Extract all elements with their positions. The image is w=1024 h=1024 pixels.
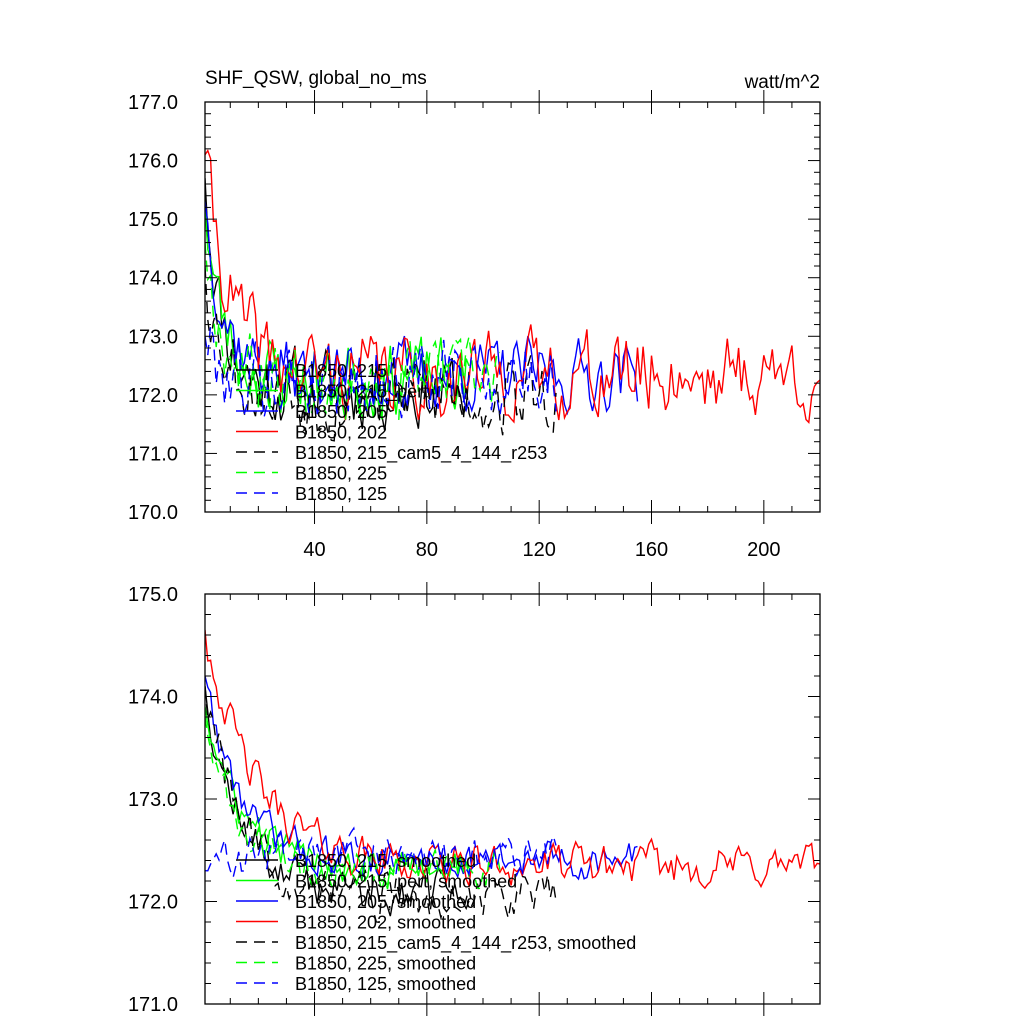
legend-label: B1850, 125 [295, 484, 387, 504]
legend-label: B1850, 215, smoothed [295, 851, 476, 871]
x-tick-label: 200 [747, 539, 780, 561]
legend-label: B1850, 202 [295, 423, 387, 443]
axes-bottom: 171.0 172.0 173.0 174.0 175.0 [128, 582, 821, 1016]
series-line-4 [205, 149, 820, 424]
chart-title: SHF_QSW, global_no_ms [205, 68, 427, 89]
series-line-7 [205, 325, 557, 419]
legend-label: B1850, 225, smoothed [295, 954, 476, 974]
x-tick-label: 80 [416, 539, 438, 561]
y-tick-label: 175.0 [128, 584, 178, 606]
legend-label: B1850, 205 [295, 402, 387, 422]
y-tick-label: 171.0 [128, 994, 178, 1016]
legend-label: B1850, 215_cam5_4_144_r253, smoothed [295, 933, 636, 954]
units-label: watt/m^2 [744, 72, 820, 93]
series-line-4 [205, 629, 820, 890]
legend-label: B1850, 125, smoothed [295, 974, 476, 994]
y-tick-label: 170.0 [128, 502, 178, 524]
series-layer-bottom [205, 629, 820, 924]
legend-label: B1850, 215_cam5_4_144_r253 [295, 443, 547, 464]
y-tick-label: 173.0 [128, 326, 178, 348]
y-tick-label: 177.0 [128, 92, 178, 114]
legend-label: B1850, 202, smoothed [295, 913, 476, 933]
panel-bottom: 171.0 172.0 173.0 174.0 175.0 B1850, 215, sm… [128, 582, 821, 1016]
y-tick-label: 172.0 [128, 892, 178, 914]
series-line-7 [205, 826, 557, 881]
x-tick-label: 120 [522, 539, 555, 561]
legend-label: B1850, 215_pert, smoothed [295, 872, 517, 893]
y-tick-label: 174.0 [128, 268, 178, 290]
series-line-6 [205, 716, 501, 892]
y-tick-label: 175.0 [128, 209, 178, 231]
y-tick-label: 173.0 [128, 789, 178, 811]
x-tick-label: 40 [303, 539, 325, 561]
x-tick-label: 160 [635, 539, 668, 561]
plot-frame [204, 101, 821, 513]
y-tick-label: 176.0 [128, 151, 178, 173]
legend-label: B1850, 225 [295, 464, 387, 484]
series-line-3 [205, 675, 638, 881]
y-tick-label: 171.0 [128, 443, 178, 465]
y-tick-label: 174.0 [128, 687, 178, 709]
axes-top: 170.0 171.0 172.0 173.0 174.0 175.0 176.0 177.0… [128, 90, 821, 561]
panel-top: SHF_QSW, global_no_ms watt/m^2 170.0 171.… [128, 68, 821, 561]
legend-label: B1850, 215_pert [295, 382, 428, 403]
legend-label: B1850, 215 [295, 361, 387, 381]
y-tick-label: 172.0 [128, 385, 178, 407]
series-line-5 [205, 686, 557, 924]
legend-label: B1850, 205, smoothed [295, 892, 476, 912]
